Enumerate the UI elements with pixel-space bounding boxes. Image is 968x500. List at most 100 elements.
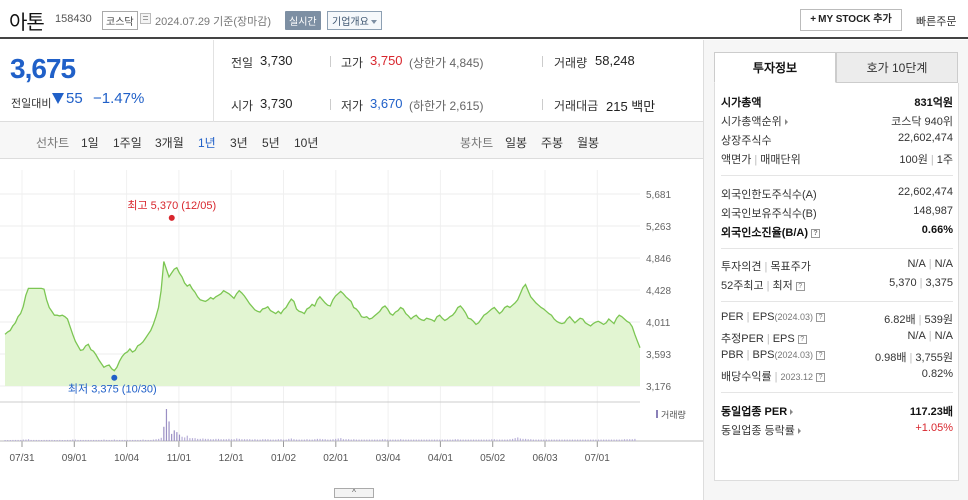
help-icon[interactable]: ? — [797, 334, 807, 344]
chart-collapse-button[interactable]: ^ — [334, 488, 374, 498]
volume-bar — [397, 439, 399, 441]
tab-daily[interactable]: 일봉 — [505, 136, 528, 150]
volume-bar — [163, 426, 165, 441]
separator — [330, 56, 331, 67]
separator — [330, 99, 331, 110]
volume-bar — [379, 439, 381, 441]
company-overview-button[interactable]: 기업개요 — [327, 11, 382, 30]
est-per-value: N/A — [907, 330, 926, 342]
realtime-button[interactable]: 실시간 — [285, 11, 321, 30]
volume-bar — [126, 439, 129, 441]
volume-bar — [22, 439, 24, 441]
volume-bar — [618, 439, 620, 441]
tab-investment-info[interactable]: 투자정보 — [714, 52, 836, 83]
volume-bar — [340, 438, 342, 441]
volume-bar — [558, 439, 561, 441]
est-eps-label: EPS — [772, 333, 795, 345]
x-tick-label: 12/01 — [219, 453, 244, 464]
help-icon[interactable]: ? — [795, 281, 805, 291]
volume-bar — [355, 439, 358, 441]
volume-bar — [184, 437, 186, 441]
volume-bar — [251, 439, 253, 441]
tab-weekly[interactable]: 주봉 — [541, 136, 564, 150]
quick-order-link[interactable]: 빠른주문 — [916, 16, 957, 28]
separator — [542, 99, 543, 110]
volume-bar — [9, 440, 11, 441]
volume-bar — [449, 439, 451, 441]
volume-bar — [348, 439, 350, 441]
volume-bar — [168, 421, 170, 441]
foreign-ratio-value: 0.66% — [921, 224, 953, 236]
tab-3m[interactable]: 3개월 — [155, 136, 184, 150]
volume-bar — [139, 439, 142, 441]
volume-bar — [269, 439, 272, 441]
volume-bar — [4, 440, 6, 441]
volume-bar — [366, 439, 368, 441]
help-icon[interactable]: ? — [811, 228, 820, 238]
est-per-row: 추정PER | EPS? N/A | N/A — [721, 330, 953, 345]
market-cap-rank-row[interactable]: 시가총액순위 코스닥 940위 — [721, 113, 953, 131]
x-tick-label: 07/01 — [585, 453, 610, 464]
volume-bar — [616, 439, 618, 441]
x-tick-label: 11/01 — [167, 453, 192, 464]
high-value: 3,750 — [370, 53, 403, 68]
volume-bar — [470, 439, 472, 441]
rank-label: 시가총액순위 — [721, 116, 782, 128]
add-mystock-button[interactable]: + MY STOCK 추가 — [800, 9, 902, 31]
market-badge: 코스닥 — [102, 11, 138, 30]
volume-bar — [311, 439, 313, 441]
dividend-period: 2023.12 — [780, 372, 814, 382]
volume-bar — [436, 439, 438, 441]
tab-1d[interactable]: 1일 — [81, 136, 99, 150]
volume-bar — [626, 439, 628, 441]
help-icon[interactable]: ? — [816, 350, 826, 360]
volume-bar — [478, 439, 480, 441]
volume-bar — [405, 439, 407, 441]
tab-5y[interactable]: 5년 — [262, 136, 280, 150]
volume-bar — [20, 439, 22, 441]
tab-10y[interactable]: 10년 — [294, 136, 319, 150]
tab-3y[interactable]: 3년 — [230, 136, 248, 150]
sector-per-row[interactable]: 동일업종 PER 117.23배 — [721, 403, 953, 421]
volume-bar — [530, 439, 532, 441]
tab-1w[interactable]: 1주일 — [113, 136, 142, 150]
volume-bar — [280, 439, 282, 441]
volume-bar — [69, 439, 71, 441]
volume-bar — [33, 439, 35, 441]
help-icon[interactable]: ? — [816, 312, 826, 322]
foreign-hold-value: 148,987 — [913, 205, 953, 217]
opinion-value: N/A — [907, 258, 926, 270]
stock-name: 아톤 — [9, 12, 45, 34]
volume-bar — [600, 439, 602, 441]
tab-order-book[interactable]: 호가 10단계 — [836, 52, 958, 83]
volume-bar — [30, 439, 32, 441]
volume-bar — [181, 436, 183, 441]
help-icon[interactable]: ? — [816, 372, 826, 382]
volume-bar — [363, 439, 365, 441]
tab-1y[interactable]: 1년 — [198, 136, 216, 150]
volume-bar — [623, 439, 626, 441]
volume-bar — [587, 439, 589, 441]
pbr-label: PBR — [721, 349, 744, 361]
volume-bar — [137, 439, 139, 441]
volume-bar — [592, 439, 594, 441]
volume-legend-label: 거래량 — [661, 409, 686, 420]
tab-monthly[interactable]: 월봉 — [577, 136, 600, 150]
volume-bar — [129, 439, 131, 441]
period-tabs: 선차트 1일 1주일 3개월 1년 3년 5년 10년 봉차트 일봉 주봉 월봉 — [0, 122, 703, 159]
price-chart[interactable]: 5,681 5,263 4,846 4,428 4,011 3,593 3,176 07/31… — [0, 160, 703, 500]
volume-bar — [501, 439, 503, 441]
volume-bar — [113, 439, 116, 441]
volume-bar — [324, 439, 326, 441]
volume-bar — [444, 439, 446, 441]
down-arrow-icon — [52, 93, 64, 104]
week52-row: 52주최고 | 최저? 5,370 | 3,375 — [721, 277, 953, 292]
volume-bar — [155, 439, 157, 441]
amount-value: 215 백만 — [606, 99, 656, 114]
volume-bar — [316, 438, 318, 441]
y-tick-label: 3,176 — [646, 382, 671, 393]
volume-bar — [335, 438, 337, 441]
sector-change-row[interactable]: 동일업종 등락률 +1.05% — [721, 422, 953, 440]
volume-bar — [275, 439, 277, 441]
price-area-fill — [5, 261, 640, 386]
